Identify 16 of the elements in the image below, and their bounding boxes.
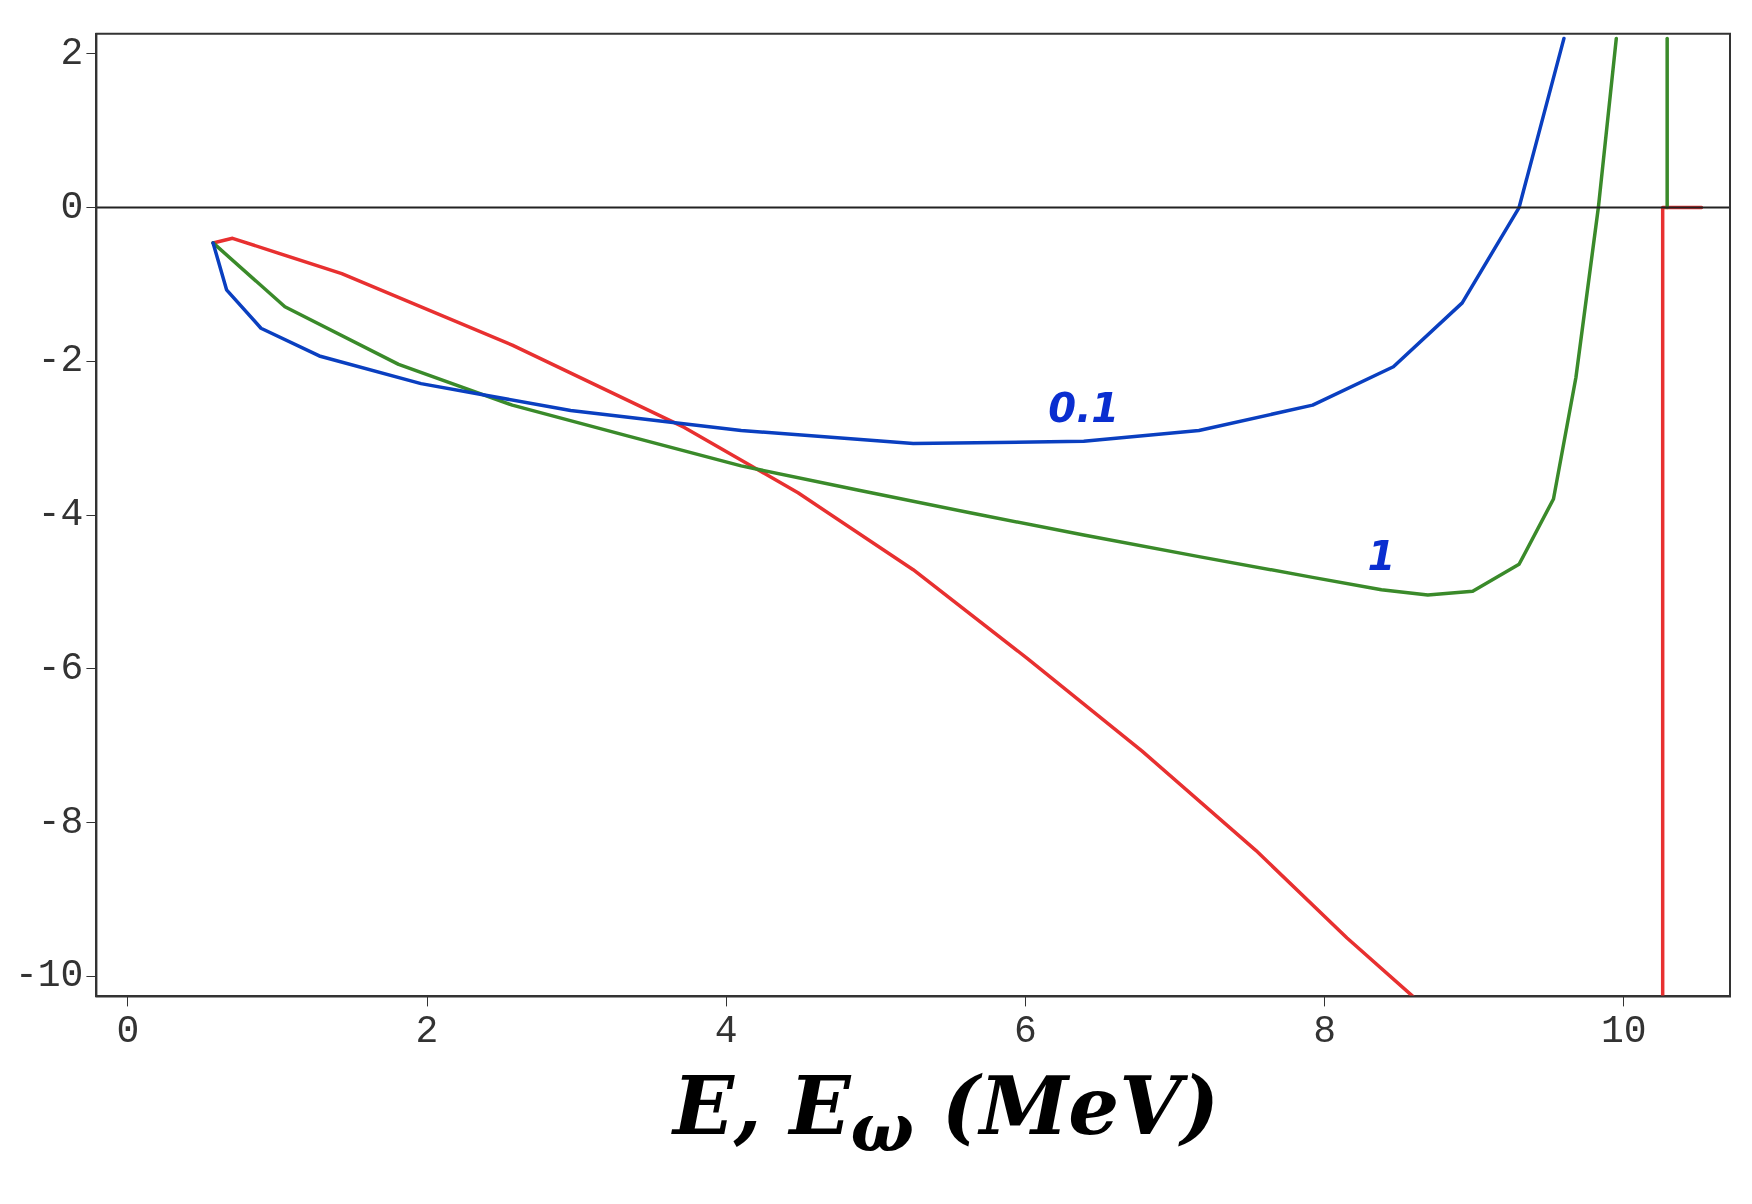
- y-tick-label: -2: [37, 339, 84, 383]
- annotation: 0.1: [1048, 384, 1120, 431]
- x-axis-title: E, E$_{ω}$ (MeV): [670, 1058, 1221, 1168]
- annotation: 1: [1367, 533, 1396, 580]
- x-tick-label: 6: [1014, 1010, 1037, 1054]
- x-tick-label: 10: [1600, 1010, 1647, 1054]
- y-tick-label: -10: [14, 954, 84, 998]
- y-tick-label: -6: [37, 646, 84, 690]
- y-tick-label: 2: [60, 31, 84, 75]
- y-tick-label: -4: [37, 493, 84, 537]
- x-tick-label: 8: [1313, 1010, 1336, 1054]
- y-tick-label: -8: [37, 800, 84, 844]
- x-tick-label: 2: [415, 1010, 439, 1054]
- x-tick-label: 4: [714, 1010, 738, 1054]
- x-tick-label: 0: [116, 1010, 140, 1054]
- y-tick-label: 0: [60, 185, 84, 229]
